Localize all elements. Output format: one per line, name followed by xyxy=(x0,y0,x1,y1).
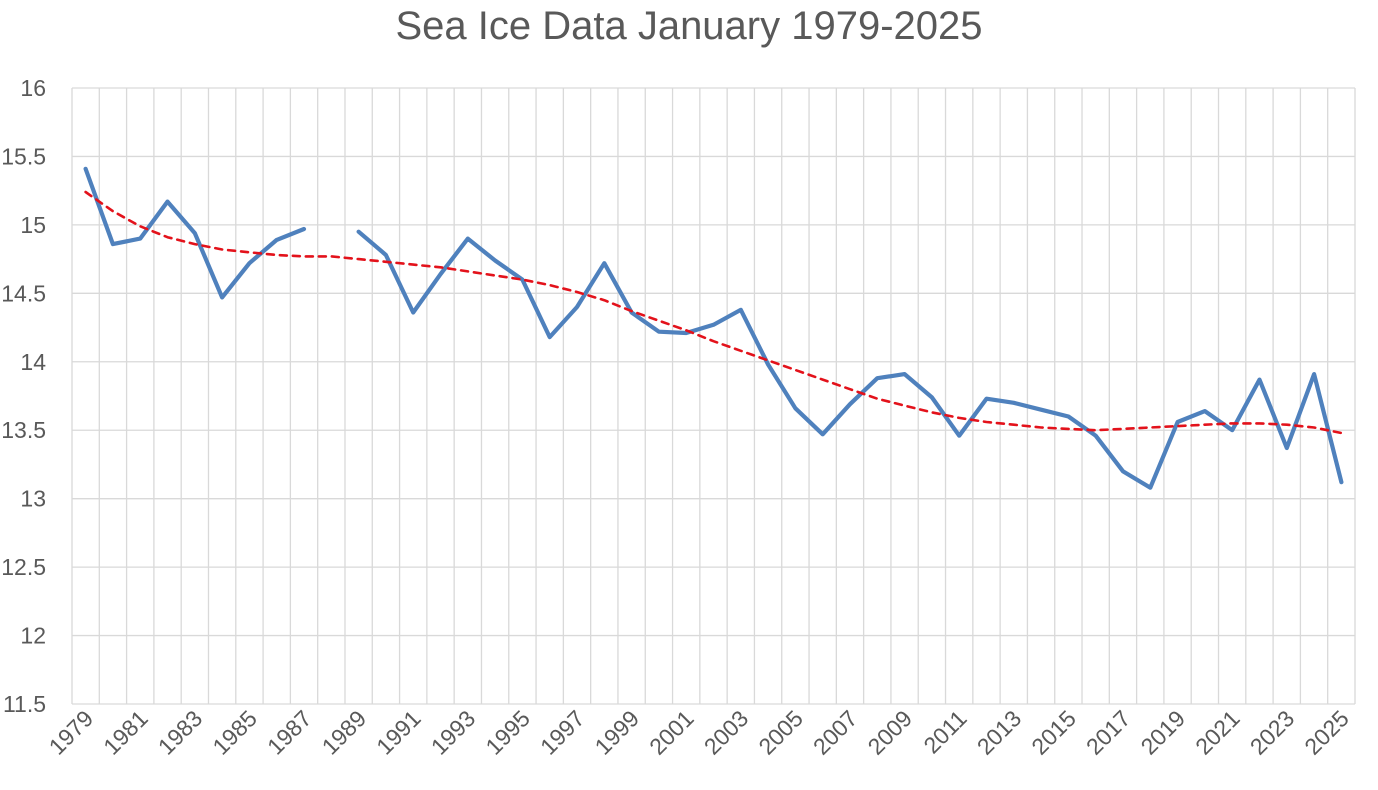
x-tick-label: 2019 xyxy=(1136,705,1191,760)
x-tick-label: 2013 xyxy=(972,705,1027,760)
x-tick-label: 2023 xyxy=(1245,705,1300,760)
x-tick-label: 2009 xyxy=(863,705,918,760)
x-tick-label: 2021 xyxy=(1190,705,1245,760)
y-tick-label: 13.5 xyxy=(1,417,46,443)
x-tick-label: 1999 xyxy=(590,705,645,760)
x-tick-label: 2017 xyxy=(1081,705,1136,760)
x-tick-label: 2011 xyxy=(918,705,971,758)
x-tick-label: 1997 xyxy=(535,705,590,760)
y-tick-label: 16 xyxy=(20,75,46,101)
y-tick-label: 12 xyxy=(20,623,46,649)
chart-title: Sea Ice Data January 1979-2025 xyxy=(395,4,983,48)
x-tick-label: 2025 xyxy=(1299,705,1354,760)
x-tick-label: 1991 xyxy=(371,705,426,760)
trendline xyxy=(84,190,1343,435)
y-tick-label: 15 xyxy=(20,212,46,238)
x-tick-label: 1987 xyxy=(262,705,317,760)
x-tick-label: 1995 xyxy=(480,705,535,760)
y-tick-label: 14.5 xyxy=(1,280,46,306)
y-tick-label: 14 xyxy=(20,349,46,375)
series-line xyxy=(83,166,307,300)
series-line xyxy=(356,229,1344,490)
x-tick-label: 1989 xyxy=(317,705,372,760)
x-tick-label: 2005 xyxy=(753,705,808,760)
y-tick-label: 12.5 xyxy=(1,554,46,580)
y-tick-label: 13 xyxy=(20,486,46,512)
x-tick-label: 1979 xyxy=(44,705,99,760)
x-tick-label: 2003 xyxy=(699,705,754,760)
x-tick-label: 1993 xyxy=(426,705,481,760)
x-tick-label: 1985 xyxy=(207,705,262,760)
x-tick-label: 1983 xyxy=(153,705,208,760)
x-tick-label: 2015 xyxy=(1026,705,1081,760)
y-tick-label: 11.5 xyxy=(3,691,46,717)
x-tick-label: 1981 xyxy=(98,705,153,760)
y-tick-label: 15.5 xyxy=(1,143,46,169)
x-tick-label: 2007 xyxy=(808,705,863,760)
x-tick-label: 2001 xyxy=(644,705,699,760)
